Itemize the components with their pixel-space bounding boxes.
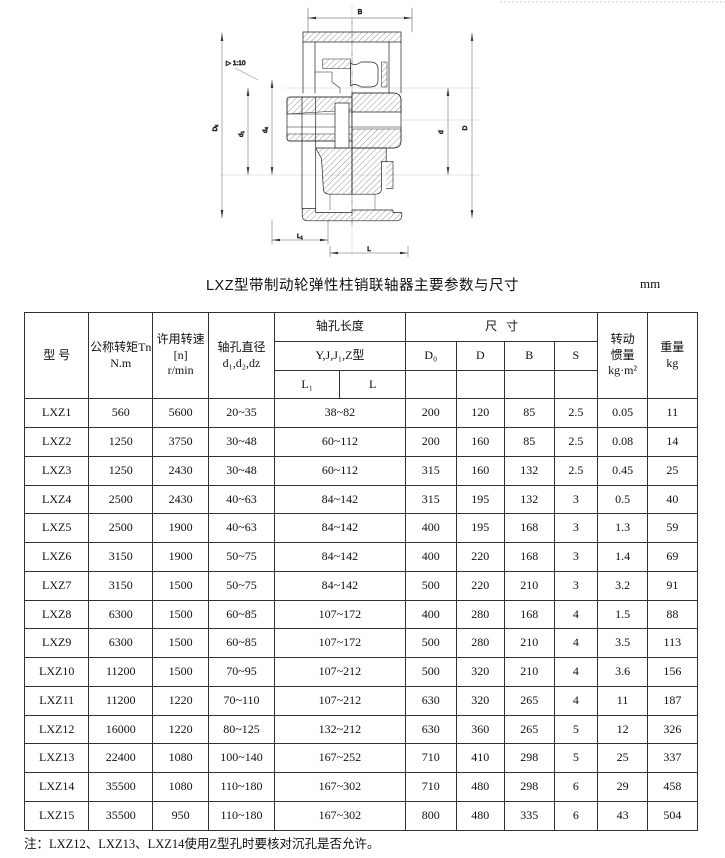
svg-text:d4: d4 [262, 127, 269, 134]
svg-text:B: B [358, 9, 363, 16]
svg-text:D: D [462, 125, 469, 130]
svg-text:d1: d1 [238, 131, 245, 138]
svg-text:L: L [367, 246, 371, 253]
svg-text:L1: L1 [297, 233, 304, 240]
svg-text:Dk: Dk [212, 124, 219, 132]
svg-text:▷ 1:10: ▷ 1:10 [226, 60, 246, 67]
svg-text:d: d [438, 130, 445, 134]
